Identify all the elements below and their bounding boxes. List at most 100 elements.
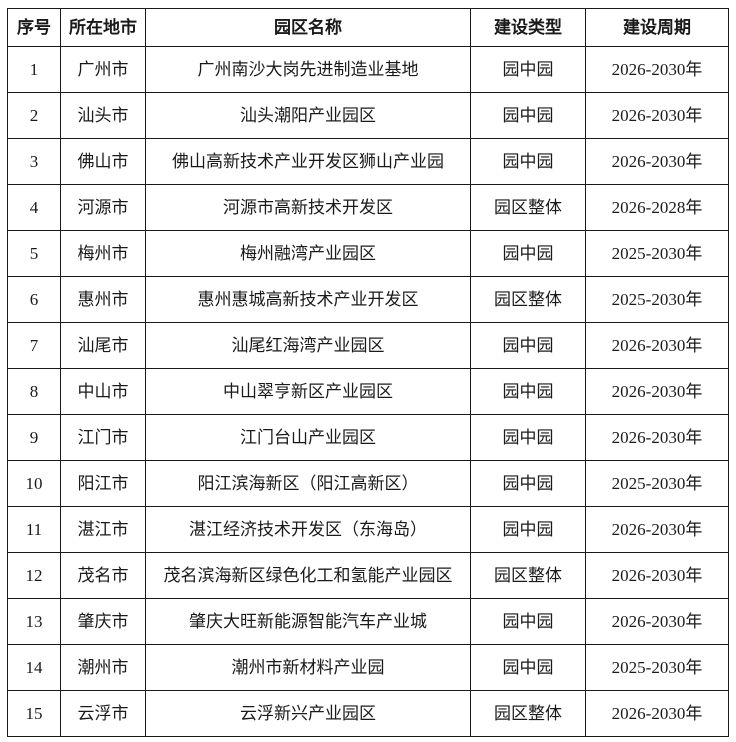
- table-row: 13 肇庆市 肇庆大旺新能源智能汽车产业城 园中园 2026-2030年: [7, 598, 729, 645]
- table-cell: 园区整体: [470, 690, 586, 737]
- table-body: 1 广州市 广州南沙大岗先进制造业基地 园中园 2026-2030年 2 汕头市 汕头潮阳产业…: [7, 46, 729, 737]
- table-cell: 13: [7, 598, 61, 645]
- table-cell: 潮州市新材料产业园: [145, 644, 471, 691]
- table-cell: 云浮新兴产业园区: [145, 690, 471, 737]
- table-cell: 4: [7, 184, 61, 231]
- table-cell: 园区整体: [470, 184, 586, 231]
- column-header: 序号: [7, 8, 61, 47]
- table-cell: 阳江市: [60, 460, 146, 507]
- table-cell: 广州南沙大岗先进制造业基地: [145, 46, 471, 93]
- table-cell: 园中园: [470, 644, 586, 691]
- table-row: 2 汕头市 汕头潮阳产业园区 园中园 2026-2030年: [7, 92, 729, 139]
- table-cell: 9: [7, 414, 61, 461]
- table-cell: 2025-2030年: [585, 230, 729, 277]
- table-cell: 汕头潮阳产业园区: [145, 92, 471, 139]
- table-cell: 园中园: [470, 138, 586, 185]
- table-cell: 肇庆市: [60, 598, 146, 645]
- table-cell: 14: [7, 644, 61, 691]
- table-row: 12 茂名市 茂名滨海新区绿色化工和氢能产业园区 园区整体 2026-2030年: [7, 552, 729, 599]
- table-cell: 2026-2030年: [585, 92, 729, 139]
- table-cell: 园中园: [470, 598, 586, 645]
- table-cell: 中山市: [60, 368, 146, 415]
- industrial-parks-table: 序号 所在地市 园区名称 建设类型 建设周期 1 广州市 广州南沙大岗先进制造业基地 园中园 2…: [7, 8, 729, 737]
- table-cell: 梅州市: [60, 230, 146, 277]
- table-cell: 惠州惠城高新技术产业开发区: [145, 276, 471, 323]
- table-cell: 5: [7, 230, 61, 277]
- table-cell: 湛江市: [60, 506, 146, 553]
- table-cell: 3: [7, 138, 61, 185]
- table-cell: 2026-2030年: [585, 414, 729, 461]
- table-cell: 佛山高新技术产业开发区狮山产业园: [145, 138, 471, 185]
- table-cell: 15: [7, 690, 61, 737]
- table-cell: 园中园: [470, 414, 586, 461]
- table-cell: 园中园: [470, 368, 586, 415]
- table-head: 序号 所在地市 园区名称 建设类型 建设周期: [7, 8, 729, 47]
- column-header: 建设周期: [585, 8, 729, 47]
- table-row: 9 江门市 江门台山产业园区 园中园 2026-2030年: [7, 414, 729, 461]
- table-cell: 佛山市: [60, 138, 146, 185]
- table-cell: 园中园: [470, 92, 586, 139]
- table-cell: 12: [7, 552, 61, 599]
- table-cell: 11: [7, 506, 61, 553]
- table-cell: 7: [7, 322, 61, 369]
- table-cell: 汕尾市: [60, 322, 146, 369]
- table-cell: 2025-2030年: [585, 460, 729, 507]
- table-cell: 茂名市: [60, 552, 146, 599]
- table-cell: 潮州市: [60, 644, 146, 691]
- table-row: 10 阳江市 阳江滨海新区（阳江高新区） 园中园 2025-2030年: [7, 460, 729, 507]
- table-cell: 2025-2030年: [585, 644, 729, 691]
- table-cell: 2025-2030年: [585, 276, 729, 323]
- column-header: 园区名称: [145, 8, 471, 47]
- table-cell: 茂名滨海新区绿色化工和氢能产业园区: [145, 552, 471, 599]
- table-cell: 2026-2030年: [585, 138, 729, 185]
- table-row: 1 广州市 广州南沙大岗先进制造业基地 园中园 2026-2030年: [7, 46, 729, 93]
- table-cell: 2026-2030年: [585, 598, 729, 645]
- table-cell: 肇庆大旺新能源智能汽车产业城: [145, 598, 471, 645]
- table-cell: 10: [7, 460, 61, 507]
- header-row: 序号 所在地市 园区名称 建设类型 建设周期: [7, 8, 729, 47]
- table-cell: 6: [7, 276, 61, 323]
- table-cell: 2026-2030年: [585, 46, 729, 93]
- table-cell: 河源市: [60, 184, 146, 231]
- table-cell: 2026-2028年: [585, 184, 729, 231]
- table-cell: 2: [7, 92, 61, 139]
- table-row: 6 惠州市 惠州惠城高新技术产业开发区 园区整体 2025-2030年: [7, 276, 729, 323]
- table-cell: 江门台山产业园区: [145, 414, 471, 461]
- table-cell: 江门市: [60, 414, 146, 461]
- table-row: 4 河源市 河源市高新技术开发区 园区整体 2026-2028年: [7, 184, 729, 231]
- table-cell: 园区整体: [470, 276, 586, 323]
- table-cell: 汕尾红海湾产业园区: [145, 322, 471, 369]
- table-cell: 园中园: [470, 230, 586, 277]
- table-row: 5 梅州市 梅州融湾产业园区 园中园 2025-2030年: [7, 230, 729, 277]
- column-header: 建设类型: [470, 8, 586, 47]
- table-row: 15 云浮市 云浮新兴产业园区 园区整体 2026-2030年: [7, 690, 729, 737]
- table-cell: 8: [7, 368, 61, 415]
- table-cell: 2026-2030年: [585, 690, 729, 737]
- table-cell: 园中园: [470, 46, 586, 93]
- table-cell: 园中园: [470, 506, 586, 553]
- table-cell: 广州市: [60, 46, 146, 93]
- industrial-parks-table-container: 序号 所在地市 园区名称 建设类型 建设周期 1 广州市 广州南沙大岗先进制造业基地 园中园 2…: [7, 8, 729, 737]
- table-cell: 阳江滨海新区（阳江高新区）: [145, 460, 471, 507]
- table-cell: 惠州市: [60, 276, 146, 323]
- table-cell: 园中园: [470, 322, 586, 369]
- column-header: 所在地市: [60, 8, 146, 47]
- table-cell: 湛江经济技术开发区（东海岛）: [145, 506, 471, 553]
- table-cell: 园中园: [470, 460, 586, 507]
- table-cell: 2026-2030年: [585, 506, 729, 553]
- table-row: 8 中山市 中山翠亨新区产业园区 园中园 2026-2030年: [7, 368, 729, 415]
- table-cell: 中山翠亨新区产业园区: [145, 368, 471, 415]
- table-cell: 云浮市: [60, 690, 146, 737]
- table-cell: 1: [7, 46, 61, 93]
- table-row: 3 佛山市 佛山高新技术产业开发区狮山产业园 园中园 2026-2030年: [7, 138, 729, 185]
- table-row: 7 汕尾市 汕尾红海湾产业园区 园中园 2026-2030年: [7, 322, 729, 369]
- table-cell: 2026-2030年: [585, 552, 729, 599]
- table-cell: 梅州融湾产业园区: [145, 230, 471, 277]
- table-row: 14 潮州市 潮州市新材料产业园 园中园 2025-2030年: [7, 644, 729, 691]
- table-row: 11 湛江市 湛江经济技术开发区（东海岛） 园中园 2026-2030年: [7, 506, 729, 553]
- table-cell: 2026-2030年: [585, 322, 729, 369]
- table-cell: 河源市高新技术开发区: [145, 184, 471, 231]
- table-cell: 2026-2030年: [585, 368, 729, 415]
- table-cell: 园区整体: [470, 552, 586, 599]
- table-cell: 汕头市: [60, 92, 146, 139]
